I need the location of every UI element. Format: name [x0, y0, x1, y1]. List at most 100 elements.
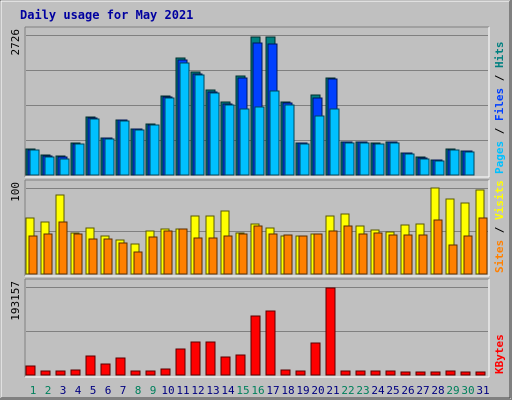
side-legend-entry: Pages: [493, 141, 506, 174]
side-legend: Sites / Visits: [493, 180, 506, 273]
bar-sites-day-10: [163, 230, 173, 275]
side-legend-entry: KBytes: [493, 334, 506, 374]
bar-sites-day-8: [133, 251, 143, 275]
bar-kbytes-day-5: [85, 355, 96, 376]
day-label-12: 12: [191, 384, 204, 397]
bar-kbytes-day-11: [175, 348, 186, 376]
bar-sites-day-13: [208, 237, 218, 275]
y-max-label: 2726: [9, 29, 22, 56]
bar-sites-day-1: [28, 235, 38, 275]
bar-pages-day-12: [194, 74, 205, 176]
bar-pages-day-4: [74, 143, 85, 176]
bar-pages-day-30: [464, 151, 475, 176]
bar-pages-day-2: [44, 156, 55, 176]
day-label-16: 16: [251, 384, 264, 397]
bar-kbytes-day-12: [190, 341, 201, 376]
panel-visits-sites: 100 Sites / Visits: [9, 179, 506, 277]
chart-title: Daily usage for May 2021: [20, 8, 193, 22]
day-label-3: 3: [60, 384, 67, 397]
day-label-30: 30: [461, 384, 474, 397]
y-max-label: 193157: [9, 281, 22, 321]
bar-sites-day-17: [268, 233, 278, 275]
side-legend: KBytes: [493, 334, 506, 374]
bar-kbytes-day-27: [415, 371, 426, 376]
bar-pages-day-19: [299, 143, 310, 176]
bar-sites-day-12: [193, 237, 203, 275]
bar-kbytes-day-9: [145, 370, 156, 376]
bar-kbytes-day-17: [265, 310, 276, 376]
bar-pages-day-18: [284, 104, 295, 176]
bar-pages-day-28: [434, 160, 445, 176]
bar-sites-day-23: [358, 233, 368, 275]
bar-kbytes-day-8: [130, 370, 141, 376]
bar-pages-day-14: [224, 104, 235, 176]
day-label-22: 22: [341, 384, 354, 397]
bar-sites-day-11: [178, 228, 188, 275]
day-label-8: 8: [135, 384, 142, 397]
bar-pages-day-5: [89, 118, 100, 176]
bar-pages-day-7: [119, 120, 130, 176]
day-label-13: 13: [206, 384, 219, 397]
day-label-25: 25: [386, 384, 399, 397]
bar-sites-day-19: [298, 235, 308, 275]
bar-kbytes-day-2: [40, 370, 51, 376]
bar-pages-day-21: [329, 108, 340, 176]
bar-pages-day-17: [269, 90, 280, 176]
side-legend-entry: Hits: [493, 42, 506, 69]
bar-pages-day-1: [29, 149, 40, 176]
bar-kbytes-day-19: [295, 370, 306, 376]
bar-sites-day-28: [433, 219, 443, 275]
bar-kbytes-day-7: [115, 357, 126, 376]
day-label-6: 6: [105, 384, 112, 397]
side-legend-entry: Visits: [493, 180, 506, 220]
bar-sites-day-3: [58, 221, 68, 275]
bar-sites-day-9: [148, 236, 158, 275]
bar-kbytes-day-14: [220, 356, 231, 376]
day-label-29: 29: [446, 384, 459, 397]
day-label-21: 21: [326, 384, 339, 397]
bar-sites-day-25: [388, 234, 398, 275]
bar-kbytes-day-23: [355, 370, 366, 376]
bar-kbytes-day-18: [280, 369, 291, 376]
bar-kbytes-day-26: [400, 371, 411, 376]
bar-sites-day-2: [43, 233, 53, 275]
side-legend-entry: Files: [493, 88, 506, 121]
day-label-2: 2: [45, 384, 52, 397]
bar-kbytes-day-30: [460, 371, 471, 376]
bar-sites-day-22: [343, 225, 353, 275]
bar-sites-day-6: [103, 238, 113, 275]
day-label-7: 7: [120, 384, 127, 397]
side-legend-entry: /: [493, 220, 506, 240]
bar-pages-day-16: [254, 106, 265, 176]
panel-kbytes: 193157 KBytes: [9, 278, 506, 378]
day-label-4: 4: [75, 384, 82, 397]
bar-kbytes-day-20: [310, 342, 321, 376]
bar-sites-day-31: [478, 217, 488, 275]
bar-pages-day-29: [449, 149, 460, 176]
bar-pages-day-26: [404, 153, 415, 176]
bar-kbytes-day-25: [385, 370, 396, 376]
bar-pages-day-10: [164, 97, 175, 176]
bar-kbytes-day-3: [55, 370, 66, 376]
day-label-20: 20: [311, 384, 324, 397]
bar-pages-day-23: [359, 142, 370, 176]
bar-pages-day-24: [374, 143, 385, 176]
bar-sites-day-21: [328, 230, 338, 275]
day-label-28: 28: [431, 384, 444, 397]
bar-sites-day-29: [448, 244, 458, 275]
day-label-18: 18: [281, 384, 294, 397]
day-label-27: 27: [416, 384, 429, 397]
bar-pages-day-22: [344, 142, 355, 176]
bar-pages-day-25: [389, 142, 400, 176]
day-label-15: 15: [236, 384, 249, 397]
side-legend-entry: /: [493, 121, 506, 141]
bar-kbytes-day-29: [445, 370, 456, 376]
bar-kbytes-day-4: [70, 369, 81, 376]
side-legend-entry: Sites: [493, 240, 506, 273]
bar-kbytes-day-16: [250, 315, 261, 376]
x-axis-day-labels: 1 2 3 4 5 6 7 8 9 10 11 12 13 14 15 16 17 18 19 20 21 22 23 24 2…: [30, 384, 490, 397]
bar-sites-day-24: [373, 232, 383, 275]
bar-sites-day-15: [238, 233, 248, 275]
day-label-11: 11: [176, 384, 189, 397]
bar-pages-day-11: [179, 62, 190, 176]
